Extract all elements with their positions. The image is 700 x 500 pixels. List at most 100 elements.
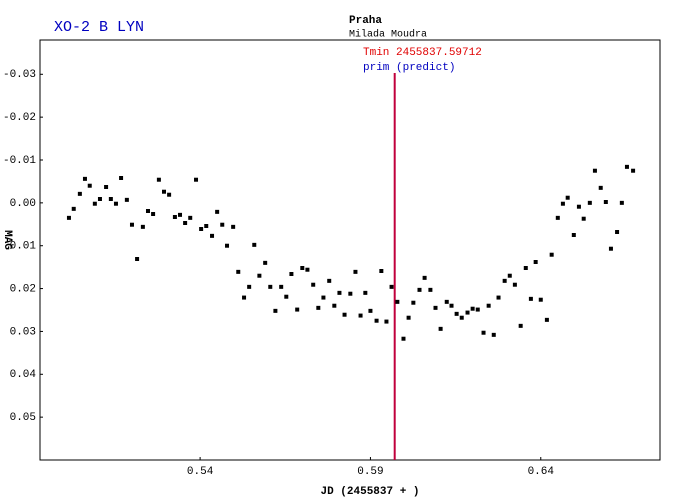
data-point <box>486 303 491 308</box>
data-point <box>544 317 549 322</box>
y-axis-label: MAG <box>1 230 13 250</box>
data-point <box>204 224 209 228</box>
data-point <box>603 200 608 204</box>
data-point <box>273 308 278 313</box>
data-point <box>523 266 528 270</box>
data-point <box>533 260 538 264</box>
x-tick-label: 0.64 <box>528 466 555 478</box>
data-point <box>496 295 501 300</box>
data-point <box>231 224 236 229</box>
data-point <box>337 290 342 295</box>
observatory: Praha <box>349 15 382 27</box>
data-point <box>358 313 363 318</box>
data-point <box>66 215 71 220</box>
observer: Milada Moudra <box>349 29 427 41</box>
y-tick-label: 0.04 <box>10 369 37 381</box>
data-point <box>444 299 449 304</box>
data-point <box>571 233 576 237</box>
data-point <box>406 315 411 320</box>
data-point <box>104 185 109 189</box>
data-point <box>631 168 636 173</box>
x-tick-label: 0.54 <box>187 466 214 478</box>
data-point <box>465 310 470 315</box>
data-point <box>316 305 321 310</box>
data-point <box>438 326 443 331</box>
data-point <box>475 307 480 312</box>
data-point <box>268 284 273 289</box>
y-tick-label: -0.02 <box>3 112 36 124</box>
tmin-label: Tmin 2455837.59712 <box>363 47 482 59</box>
data-point <box>215 209 220 214</box>
data-point <box>581 216 586 221</box>
data-point <box>225 243 230 248</box>
data-point <box>151 212 156 216</box>
data-point <box>210 233 215 238</box>
y-tick-label: -0.01 <box>3 155 36 167</box>
data-point <box>502 278 507 283</box>
data-point <box>321 295 326 300</box>
data-point <box>145 209 150 213</box>
data-point <box>252 242 257 247</box>
data-point <box>592 168 597 173</box>
data-point <box>384 319 389 324</box>
data-point <box>528 296 533 301</box>
data-point <box>87 183 92 188</box>
data-point <box>279 284 284 289</box>
data-point <box>374 318 379 323</box>
data-point <box>368 308 373 313</box>
data-point <box>92 201 97 206</box>
data-point <box>305 267 310 272</box>
data-point <box>401 336 406 341</box>
data-point <box>257 273 262 278</box>
data-point <box>538 297 543 302</box>
data-point <box>135 257 140 261</box>
plot-frame <box>39 39 661 461</box>
data-point <box>576 204 581 209</box>
y-tick-label: 0.00 <box>10 198 36 210</box>
data-point <box>555 215 560 220</box>
data-point <box>422 275 427 280</box>
x-axis-label: JD (2455837 + ) <box>320 486 419 498</box>
y-tick-label: 0.05 <box>10 412 36 424</box>
data-point <box>188 215 193 220</box>
data-point <box>311 282 316 287</box>
data-point <box>587 200 592 205</box>
data-point <box>470 306 475 311</box>
data-point <box>619 200 624 205</box>
data-point <box>162 189 166 194</box>
y-tick-label: 0.01 <box>10 241 37 253</box>
data-point <box>82 176 87 181</box>
data-point <box>615 230 620 234</box>
data-point <box>289 272 294 276</box>
data-point <box>417 287 422 292</box>
data-point <box>156 177 161 182</box>
data-point <box>507 273 512 278</box>
data-point <box>624 164 629 169</box>
data-point <box>124 197 129 202</box>
data-point <box>449 303 454 308</box>
data-point <box>512 282 517 287</box>
prediction-label: prim (predict) <box>363 62 455 74</box>
y-tick-label: -0.03 <box>3 69 36 81</box>
data-point <box>608 246 613 251</box>
data-point <box>363 290 368 295</box>
data-point <box>353 269 358 274</box>
data-point <box>178 212 183 217</box>
data-point <box>300 266 305 270</box>
data-point <box>236 269 241 274</box>
data-point <box>284 294 289 299</box>
data-point <box>199 227 204 231</box>
data-point <box>263 260 268 265</box>
data-point <box>433 305 438 310</box>
data-point <box>342 312 347 317</box>
data-point <box>129 222 134 227</box>
data-point <box>77 191 82 196</box>
data-point <box>549 252 554 257</box>
data-point <box>183 221 188 225</box>
data-point <box>242 295 247 300</box>
data-point <box>97 197 102 201</box>
data-point <box>295 307 300 312</box>
data-point <box>327 278 332 283</box>
